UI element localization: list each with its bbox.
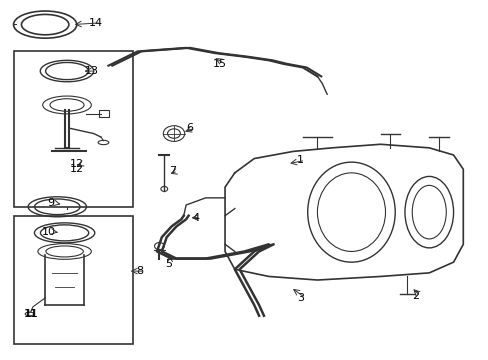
Bar (14, 216, 132, 344)
Text: 4: 4 (192, 212, 199, 222)
Text: 9: 9 (47, 198, 55, 208)
Text: 1: 1 (296, 156, 304, 165)
Bar (14, 51, 132, 207)
Text: 11: 11 (23, 309, 38, 319)
Text: 7: 7 (169, 166, 176, 176)
Text: 14: 14 (89, 18, 103, 28)
Text: 12: 12 (70, 164, 83, 174)
Text: 8: 8 (136, 266, 143, 276)
Text: 2: 2 (411, 291, 418, 301)
Text: 15: 15 (213, 59, 227, 69)
Text: 10: 10 (42, 227, 56, 237)
Text: 13: 13 (84, 66, 98, 76)
Text: 3: 3 (296, 293, 304, 303)
Bar (99, 111, 109, 117)
Text: 5: 5 (165, 259, 172, 269)
Text: 11: 11 (24, 309, 39, 319)
Text: 6: 6 (186, 123, 193, 133)
Text: 12: 12 (70, 159, 83, 169)
